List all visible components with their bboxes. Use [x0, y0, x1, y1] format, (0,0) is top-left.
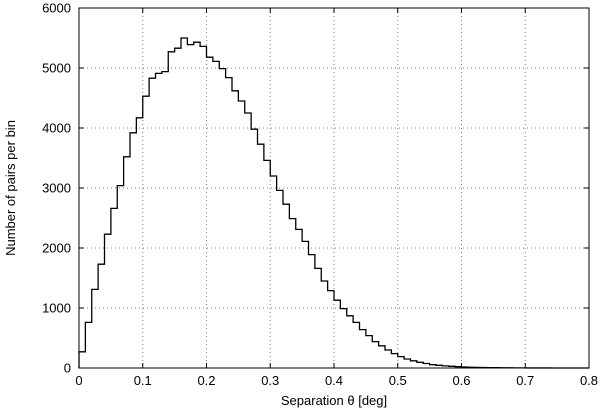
y-tick-label: 1000: [42, 301, 71, 316]
histogram-bin: [194, 42, 200, 368]
gridlines: [79, 8, 589, 368]
x-tick-label: 0.6: [452, 373, 470, 388]
histogram-bin: [149, 78, 155, 368]
histogram-bin: [168, 52, 174, 368]
histogram-bin: [277, 190, 283, 368]
histogram-bin: [360, 330, 366, 368]
histogram-bin: [181, 38, 187, 368]
y-tick-label: 2000: [42, 241, 71, 256]
histogram-bin: [245, 113, 251, 368]
histogram-bin: [366, 336, 372, 368]
y-axis-title: Number of pairs per bin: [3, 120, 18, 256]
x-tick-label: 0.1: [134, 373, 152, 388]
histogram-bin: [124, 157, 130, 368]
histogram-bin: [283, 204, 289, 368]
histogram-bin: [117, 186, 123, 368]
y-axis-ticks: 0 1000 2000 3000 4000 5000 6000: [42, 1, 589, 376]
histogram-bin: [219, 69, 225, 368]
histogram-bin: [156, 73, 162, 368]
histogram-bin: [417, 362, 423, 368]
histogram-bin: [411, 361, 417, 368]
histogram-bin: [270, 176, 276, 368]
histogram-bin: [238, 101, 244, 368]
x-axis-title: Separation θ [deg]: [281, 393, 387, 408]
y-tick-label: 0: [64, 361, 71, 376]
histogram-bin: [175, 48, 181, 368]
histogram-bin: [200, 46, 206, 368]
histogram-bin: [79, 352, 85, 368]
histogram-bin: [264, 160, 270, 368]
histogram-bin: [347, 316, 353, 368]
x-tick-label: 0.8: [580, 373, 598, 388]
histogram-bin: [340, 309, 346, 368]
histogram-bin: [423, 364, 429, 369]
histogram-bin: [321, 281, 327, 368]
histogram-bin: [289, 219, 295, 368]
x-tick-label: 0.2: [197, 373, 215, 388]
histogram-bin: [130, 133, 136, 368]
histogram-bin: [85, 322, 91, 368]
histogram-bin: [213, 61, 219, 368]
y-tick-label: 5000: [42, 61, 71, 76]
histogram-bin: [162, 72, 168, 368]
histogram-bin: [207, 57, 213, 368]
x-axis-ticks: 0 0.1 0.2 0.3 0.4 0.5 0.6 0.7 0.8: [75, 8, 598, 388]
x-tick-label: 0.4: [325, 373, 343, 388]
histogram-step-line: [78, 37, 589, 369]
y-tick-label: 3000: [42, 181, 71, 196]
y-tick-label: 4000: [42, 121, 71, 136]
histogram-bin: [98, 264, 104, 368]
x-tick-label: 0.3: [261, 373, 279, 388]
histogram-bin: [187, 45, 193, 368]
histogram-bin: [404, 359, 410, 368]
x-tick-label: 0: [75, 373, 82, 388]
histogram-bin: [143, 96, 149, 368]
y-tick-label: 6000: [42, 1, 71, 16]
histogram-bin: [398, 357, 404, 368]
histogram-bin: [226, 78, 232, 368]
x-tick-label: 0.7: [516, 373, 534, 388]
histogram-bin: [302, 241, 308, 368]
histogram-bin: [391, 354, 397, 368]
histogram-bin: [296, 229, 302, 368]
histogram-bin: [232, 91, 238, 368]
histogram-bin: [372, 342, 378, 368]
histogram-bin: [379, 346, 385, 368]
histogram-bin: [309, 255, 315, 368]
x-tick-label: 0.5: [389, 373, 407, 388]
histogram-bin: [92, 289, 98, 368]
histogram-bin: [315, 268, 321, 368]
histogram-bin: [111, 208, 117, 368]
histogram-bin: [328, 291, 334, 368]
histogram-bin: [334, 300, 340, 368]
histogram-bin: [385, 350, 391, 368]
histogram-bin: [258, 144, 264, 368]
histogram-bin: [105, 234, 111, 368]
histogram-bin: [353, 322, 359, 368]
histogram-bin: [136, 118, 142, 368]
histogram-bin: [251, 129, 257, 368]
